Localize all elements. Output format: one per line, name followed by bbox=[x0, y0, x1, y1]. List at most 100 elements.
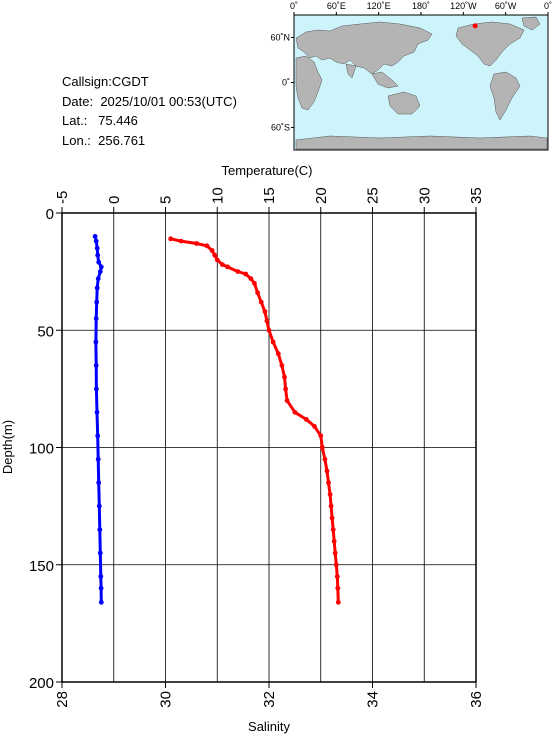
salinity-tick-label: 32 bbox=[261, 691, 278, 708]
callsign-value: CGDT bbox=[111, 74, 149, 89]
salinity-point bbox=[209, 248, 215, 253]
temperature-tick-label: -5 bbox=[54, 191, 71, 204]
temperature-point bbox=[95, 433, 101, 439]
salinity-tick-label: 36 bbox=[468, 691, 485, 708]
temperature-tick-label: 10 bbox=[209, 187, 226, 204]
map-lon-label: 60˚E bbox=[327, 1, 346, 11]
salinity-point bbox=[284, 398, 290, 403]
temperature-point bbox=[94, 386, 99, 392]
eurasia-landmass bbox=[295, 21, 433, 75]
temperature-point bbox=[94, 299, 100, 305]
depth-tick-label: 0 bbox=[46, 206, 54, 223]
salinity-ticks: 28 30 32 34 36 bbox=[54, 682, 485, 708]
salinity-point bbox=[275, 351, 281, 357]
salinity-point bbox=[248, 276, 254, 282]
map-lon-label: 0˚ bbox=[290, 1, 298, 11]
temperature-point bbox=[95, 252, 101, 258]
salinity-point bbox=[282, 374, 287, 380]
lon-label: Lon.: bbox=[62, 132, 91, 148]
salinity-point bbox=[322, 456, 328, 462]
salinity-point bbox=[266, 327, 272, 333]
salinity-point bbox=[258, 299, 264, 305]
salinity-point bbox=[252, 281, 257, 286]
salinity-point bbox=[168, 236, 174, 242]
temperature-point bbox=[97, 527, 103, 532]
lon-row: Lon.: 256.761 bbox=[62, 131, 237, 151]
salinity-profile-line bbox=[169, 237, 340, 604]
salinity-point bbox=[225, 264, 231, 270]
salinity-point bbox=[243, 271, 249, 277]
station-marker bbox=[472, 23, 478, 29]
temperature-axis-title: Temperature(C) bbox=[221, 163, 312, 178]
map-lon-label: 180˚ bbox=[412, 1, 430, 11]
temperature-tick-label: 0 bbox=[106, 196, 123, 204]
map-lon-label: 0˚ bbox=[544, 1, 552, 11]
salinity-point bbox=[270, 339, 276, 345]
salinity-point bbox=[220, 262, 225, 267]
southeast-asia-landmass bbox=[371, 71, 399, 89]
australia-landmass bbox=[387, 91, 421, 115]
temperature-series bbox=[92, 234, 104, 605]
temperature-point bbox=[97, 550, 103, 556]
callsign-row: Callsign:CGDT bbox=[62, 72, 237, 92]
salinity-point bbox=[212, 252, 218, 258]
salinity-point bbox=[264, 318, 270, 324]
temperature-point bbox=[97, 269, 103, 274]
salinity-point bbox=[255, 290, 260, 296]
chart-grid bbox=[61, 212, 477, 683]
map-lon-label: 120˚W bbox=[450, 1, 477, 11]
callsign-label: Callsign: bbox=[62, 74, 112, 89]
temperature-tick-label: 35 bbox=[468, 187, 485, 204]
salinity-point bbox=[332, 550, 338, 556]
depth-tick-label: 100 bbox=[29, 441, 54, 458]
salinity-tick-label: 34 bbox=[365, 691, 382, 708]
salinity-point bbox=[318, 433, 324, 439]
temperature-tick-label: 20 bbox=[313, 187, 330, 204]
temperature-point bbox=[92, 234, 98, 239]
salinity-point bbox=[214, 257, 220, 263]
salinity-series bbox=[168, 236, 341, 605]
depth-tick-label: 150 bbox=[29, 558, 54, 575]
temperature-point bbox=[93, 238, 99, 244]
salinity-point bbox=[194, 241, 200, 246]
map-lat-label: 60˚S bbox=[271, 123, 290, 133]
depth-axis-title: Depth(m) bbox=[0, 420, 15, 474]
temperature-point bbox=[98, 585, 104, 591]
depth-tick-label: 200 bbox=[29, 675, 54, 692]
india-landmass bbox=[345, 63, 357, 79]
map-land bbox=[295, 16, 548, 150]
map-lat-label: 0˚ bbox=[282, 78, 290, 88]
salinity-point bbox=[330, 527, 336, 532]
lat-row: Lat.: 75.446 bbox=[62, 111, 237, 131]
salinity-tick-label: 28 bbox=[54, 691, 71, 708]
station-info: Callsign:CGDT Date: 2025/10/01 00:53(UTC… bbox=[62, 72, 237, 150]
salinity-point bbox=[327, 492, 333, 497]
lon-value: 256.761 bbox=[98, 132, 146, 148]
salinity-point bbox=[331, 538, 337, 544]
map-lat-label: 60˚N bbox=[270, 33, 290, 43]
series-layer bbox=[92, 234, 341, 605]
salinity-point bbox=[334, 574, 340, 579]
temperature-tick-label: 25 bbox=[365, 187, 382, 204]
temperature-point bbox=[93, 363, 99, 368]
map-lon-label: 60˚W bbox=[495, 1, 517, 11]
salinity-point bbox=[329, 515, 335, 521]
salinity-axis-title: Salinity bbox=[248, 719, 290, 734]
salinity-point bbox=[326, 480, 331, 486]
map-lon-label: 120˚E bbox=[367, 1, 391, 11]
lat-label: Lat.: bbox=[62, 113, 88, 128]
greenland-landmass bbox=[521, 16, 541, 31]
temperature-point bbox=[98, 264, 104, 270]
salinity-point bbox=[279, 363, 285, 368]
africa-landmass bbox=[295, 55, 323, 111]
salinity-point bbox=[292, 409, 298, 415]
temperature-point bbox=[98, 599, 104, 605]
salinity-point bbox=[235, 269, 241, 274]
salinity-point bbox=[204, 243, 210, 249]
date-label: Date: bbox=[62, 93, 94, 109]
map-lon-labels: 0˚ 60˚E 120˚E 180˚ 120˚W 60˚W 0˚ bbox=[290, 1, 552, 15]
temperature-point bbox=[95, 456, 101, 462]
salinity-point bbox=[335, 599, 341, 605]
